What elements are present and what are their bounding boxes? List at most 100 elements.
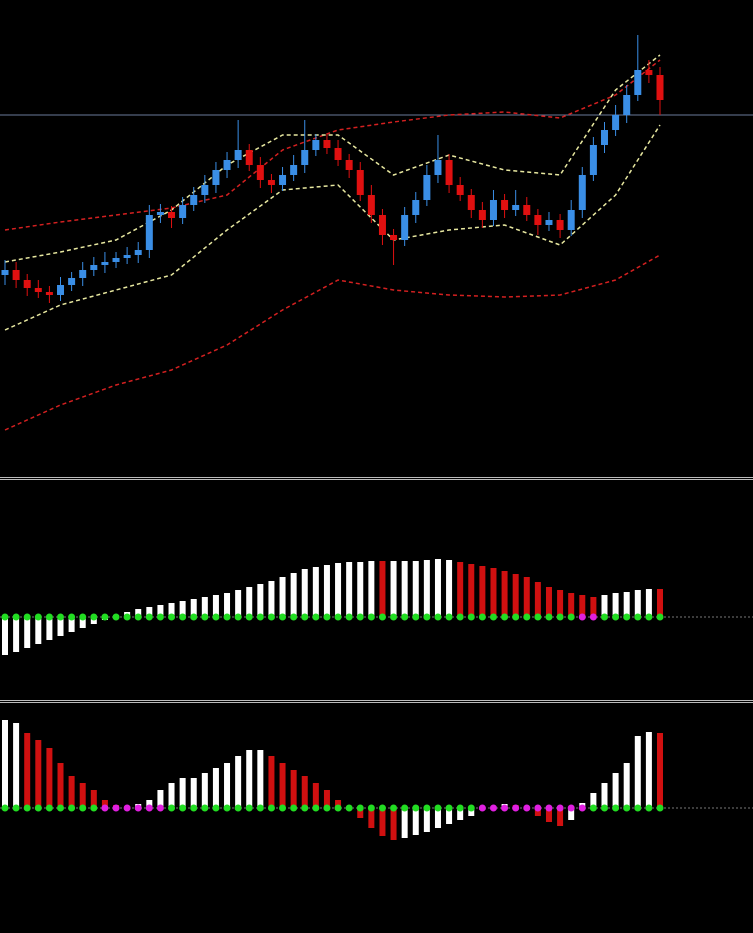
- histogram-bar: [57, 763, 64, 808]
- candle-body: [12, 270, 20, 280]
- candle-body: [645, 70, 653, 75]
- candle-body: [57, 285, 65, 295]
- histogram-bar: [46, 617, 53, 640]
- candle-body: [656, 75, 664, 100]
- signal-dot: [112, 613, 120, 621]
- histogram-bar: [290, 573, 297, 617]
- signal-dot: [545, 804, 553, 812]
- signal-dot: [467, 613, 475, 621]
- histogram-bar: [357, 808, 364, 818]
- signal-dot: [445, 613, 453, 621]
- histogram-bar: [557, 808, 564, 826]
- signal-dot: [179, 804, 187, 812]
- signal-dot: [45, 613, 53, 621]
- candle-body: [567, 210, 575, 230]
- signal-dot: [79, 613, 87, 621]
- signal-dot: [323, 804, 331, 812]
- histogram-bar: [24, 617, 31, 648]
- candle-body: [445, 160, 453, 185]
- candle-body: [600, 130, 608, 145]
- histogram-bar: [468, 564, 475, 617]
- signal-dot: [290, 804, 298, 812]
- histogram-bar: [434, 808, 441, 828]
- signal-dot: [267, 804, 275, 812]
- histogram-bar: [457, 562, 464, 617]
- signal-dot: [168, 613, 176, 621]
- candle-body: [378, 215, 386, 235]
- candle-body: [523, 205, 531, 215]
- signal-dot: [478, 613, 486, 621]
- histogram-bar: [46, 748, 53, 808]
- signal-dot: [434, 613, 442, 621]
- signal-dot: [356, 613, 364, 621]
- signal-dot: [645, 613, 653, 621]
- candle-body: [23, 280, 31, 288]
- candle-body: [434, 160, 442, 175]
- histogram-bar: [68, 617, 75, 632]
- candle-body: [223, 160, 231, 170]
- signal-dot: [367, 613, 375, 621]
- histogram-bar: [645, 589, 652, 617]
- candle-body: [179, 205, 187, 218]
- histogram-bar: [168, 783, 175, 808]
- signal-dot: [567, 613, 575, 621]
- signal-dot: [212, 613, 220, 621]
- signal-dot: [412, 613, 420, 621]
- candle-body: [267, 180, 275, 185]
- candle-body: [79, 270, 87, 278]
- histogram-bar: [212, 768, 219, 808]
- signal-dot: [578, 613, 586, 621]
- signal-dot: [223, 613, 231, 621]
- histogram-bar: [357, 562, 364, 617]
- histogram-bar: [146, 607, 153, 617]
- histogram-bar: [423, 560, 430, 617]
- band-line: [4, 54, 661, 263]
- signal-dot: [489, 804, 497, 812]
- histogram-bar: [257, 750, 264, 808]
- histogram-bar: [168, 603, 175, 617]
- candle-body: [234, 150, 242, 160]
- histogram-bar: [90, 790, 97, 808]
- signal-dot: [45, 804, 53, 812]
- histogram-bar: [579, 595, 586, 617]
- histogram-bar: [257, 584, 264, 617]
- histogram-bar: [401, 808, 408, 838]
- histogram-bar: [13, 723, 20, 808]
- histogram-bar: [634, 736, 641, 808]
- histogram-bar: [623, 592, 630, 617]
- histogram-bar: [634, 590, 641, 617]
- signal-dot: [256, 804, 264, 812]
- signal-dot: [600, 804, 608, 812]
- signal-dot: [90, 804, 98, 812]
- histogram-bar: [545, 808, 552, 822]
- candle-body: [356, 170, 364, 195]
- signal-dot: [245, 804, 253, 812]
- signal-dot: [68, 613, 76, 621]
- signal-dot: [301, 804, 309, 812]
- signal-dot: [412, 804, 420, 812]
- candle-body: [556, 220, 564, 230]
- histogram-bar: [2, 617, 8, 655]
- histogram-bar: [190, 778, 197, 808]
- histogram-bar: [568, 808, 575, 820]
- candle-body: [245, 150, 253, 165]
- candle-body: [190, 195, 198, 205]
- signal-dot: [334, 804, 342, 812]
- signal-dot: [534, 613, 542, 621]
- histogram-bar: [323, 565, 330, 617]
- candle-body: [589, 145, 597, 175]
- candle-body: [145, 215, 153, 250]
- histogram-bar: [390, 561, 397, 617]
- histogram-bar: [446, 808, 453, 824]
- signal-dot: [378, 613, 386, 621]
- histogram-bar: [179, 778, 186, 808]
- histogram-bar: [501, 571, 508, 617]
- candle-body: [156, 212, 164, 215]
- candle-body: [578, 175, 586, 210]
- signal-dot: [534, 804, 542, 812]
- signal-dot: [201, 804, 209, 812]
- histogram-bar: [457, 808, 464, 820]
- signal-dot: [1, 804, 9, 812]
- candle-body: [201, 185, 209, 195]
